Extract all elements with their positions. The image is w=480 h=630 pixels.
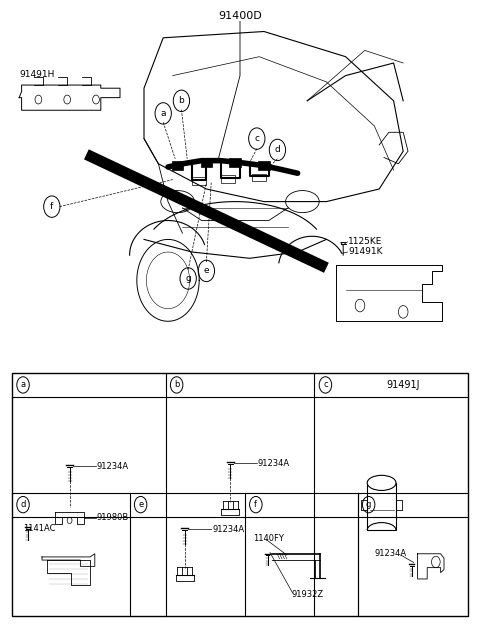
Text: 91932Z: 91932Z	[291, 590, 324, 599]
Text: f: f	[254, 500, 257, 509]
Text: 91491J: 91491J	[386, 380, 420, 390]
Bar	[201, 158, 212, 167]
Text: 91234A: 91234A	[374, 549, 407, 558]
Text: e: e	[204, 266, 209, 275]
Bar	[192, 177, 206, 185]
Text: 91234A: 91234A	[258, 459, 290, 467]
Text: g: g	[366, 500, 372, 509]
Text: b: b	[179, 96, 184, 105]
Text: c: c	[323, 381, 328, 389]
Text: 91980B: 91980B	[97, 513, 129, 522]
Text: 91234A: 91234A	[212, 525, 244, 534]
Bar	[367, 483, 396, 530]
Text: 91234A: 91234A	[97, 462, 129, 471]
Text: b: b	[174, 381, 180, 389]
Text: 1141AC: 1141AC	[23, 524, 55, 533]
Bar	[221, 175, 235, 183]
Bar	[172, 161, 183, 170]
Bar	[12, 373, 468, 616]
Text: c: c	[254, 134, 259, 143]
Bar	[252, 174, 266, 181]
Text: g: g	[185, 274, 191, 283]
Polygon shape	[418, 554, 444, 579]
Ellipse shape	[367, 475, 396, 490]
Text: e: e	[138, 500, 143, 509]
Text: 91400D: 91400D	[218, 11, 262, 21]
Bar	[258, 161, 270, 170]
Polygon shape	[19, 85, 120, 110]
Bar	[229, 158, 241, 167]
Text: f: f	[50, 202, 53, 211]
Polygon shape	[336, 265, 442, 321]
Text: 91491K: 91491K	[348, 248, 383, 256]
Text: a: a	[21, 381, 25, 389]
Text: a: a	[160, 109, 166, 118]
Text: 91491H: 91491H	[19, 70, 55, 79]
Polygon shape	[47, 560, 90, 585]
Text: 1125KE: 1125KE	[348, 238, 383, 246]
Text: d: d	[20, 500, 26, 509]
Text: 1140FY: 1140FY	[253, 534, 284, 542]
Polygon shape	[42, 554, 95, 566]
Text: d: d	[275, 146, 280, 154]
